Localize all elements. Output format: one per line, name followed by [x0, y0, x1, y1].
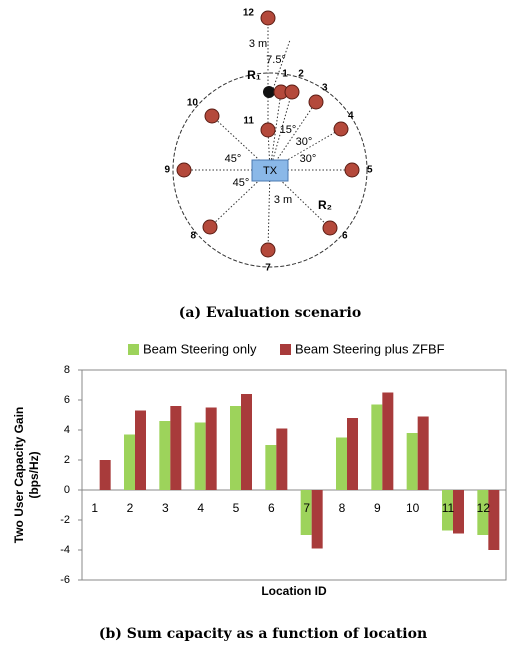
- bar: [205, 407, 217, 490]
- bar: [300, 490, 312, 535]
- bar: [382, 392, 394, 490]
- y-tick-label: 8: [64, 364, 70, 376]
- node-label: 7: [265, 263, 271, 274]
- legend-swatch: [128, 344, 139, 355]
- bar: [311, 490, 323, 549]
- bar: [477, 490, 489, 535]
- bar: [276, 428, 288, 490]
- y-axis-label: Two User Capacity Gain: [12, 407, 26, 543]
- y-tick-label: -6: [60, 574, 70, 586]
- tx-box: [251, 159, 289, 182]
- bar: [159, 421, 171, 490]
- node-label: 1: [282, 69, 288, 80]
- x-axis-label: Location ID: [261, 584, 327, 598]
- node: [202, 219, 218, 235]
- bar: [124, 434, 135, 490]
- x-tick-label: 1: [91, 501, 98, 515]
- bar: [488, 490, 500, 550]
- y-axis-label: (bps/Hz): [27, 451, 41, 498]
- receiver-label: R₁: [247, 68, 261, 82]
- caption: (b) Sum capacity as a function of locati…: [99, 626, 427, 642]
- bar: [453, 490, 464, 534]
- y-tick-label: -2: [60, 514, 70, 526]
- bar: [442, 490, 453, 531]
- receiver-label: R₂: [318, 198, 332, 212]
- node: [322, 220, 338, 236]
- bar: [135, 410, 146, 490]
- node: [333, 121, 349, 137]
- node-label: 2: [298, 69, 304, 80]
- node: [344, 162, 360, 178]
- legend-swatch: [280, 344, 291, 355]
- node: [284, 84, 300, 100]
- x-tick-label: 3: [162, 501, 169, 515]
- annotation: 30°: [296, 136, 313, 148]
- bar: [194, 422, 206, 490]
- node-label: 12: [243, 8, 255, 19]
- node: [204, 108, 220, 124]
- legend-label: Beam Steering plus ZFBF: [295, 341, 445, 356]
- annotation: 45°: [225, 153, 242, 165]
- bar: [170, 406, 182, 490]
- bar: [347, 418, 358, 490]
- link: [269, 91, 293, 171]
- annotation: 7.5°: [266, 54, 286, 66]
- bar: [336, 437, 347, 490]
- annotation: 30°: [300, 153, 317, 165]
- annotation: 15°: [280, 124, 297, 136]
- link: [267, 169, 271, 251]
- node-label: 10: [187, 98, 199, 109]
- node-label: 3: [322, 83, 328, 94]
- link: [211, 115, 271, 171]
- annotation: 3 m: [249, 38, 267, 50]
- y-tick-label: 2: [64, 454, 70, 466]
- receiver: [263, 86, 275, 98]
- node: [260, 10, 276, 26]
- x-tick-label: 10: [406, 501, 420, 515]
- bar: [230, 406, 241, 490]
- node-label: 4: [348, 111, 354, 122]
- node-label: 11: [243, 116, 254, 127]
- x-tick-label: 11: [442, 501, 455, 515]
- node: [260, 122, 276, 138]
- annotation: 45°: [233, 177, 250, 189]
- x-tick-label: 6: [268, 501, 275, 515]
- x-tick-label: 7: [303, 501, 310, 515]
- node-label: 6: [342, 231, 348, 242]
- bar: [99, 460, 111, 490]
- y-tick-label: 4: [64, 424, 70, 436]
- range-circle: [172, 72, 368, 268]
- x-tick-label: 4: [197, 501, 204, 515]
- x-tick-label: 9: [374, 501, 381, 515]
- caption: (a) Evaluation scenario: [179, 305, 361, 321]
- x-tick-label: 5: [233, 501, 240, 515]
- x-tick-label: 2: [127, 501, 134, 515]
- node-label: 5: [367, 165, 373, 176]
- link: [271, 39, 291, 93]
- node-label: 8: [190, 231, 196, 242]
- node: [260, 242, 276, 258]
- node: [176, 162, 192, 178]
- link: [269, 91, 282, 171]
- x-tick-label: 8: [339, 501, 346, 515]
- legend-label: Beam Steering only: [143, 341, 257, 356]
- y-tick-label: 6: [64, 394, 70, 406]
- bar: [406, 433, 418, 490]
- tx-label: TX: [263, 165, 278, 177]
- node-label: 9: [164, 165, 170, 176]
- y-tick-label: 0: [64, 484, 70, 496]
- node: [308, 94, 324, 110]
- x-tick-label: 12: [477, 501, 491, 515]
- plot-frame: [81, 369, 507, 581]
- bar: [417, 416, 429, 490]
- bar: [265, 445, 277, 490]
- bar: [241, 394, 252, 490]
- bar: [371, 404, 383, 490]
- y-tick-label: -4: [60, 544, 70, 556]
- annotation: 3 m: [274, 194, 292, 206]
